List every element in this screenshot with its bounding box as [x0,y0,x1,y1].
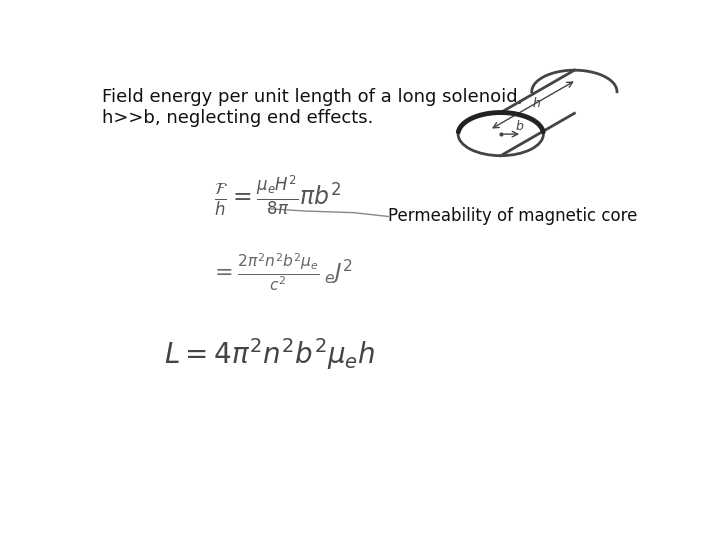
Text: Permeability of magnetic core: Permeability of magnetic core [388,207,638,226]
Text: Field energy per unit length of a long solenoid,
h>>b, neglecting end effects.: Field energy per unit length of a long s… [102,88,523,127]
Text: h: h [533,97,541,110]
Text: $= \frac{2\pi^2 n^2 b^2 \mu_e}{c^2}\,_{e}J^2$: $= \frac{2\pi^2 n^2 b^2 \mu_e}{c^2}\,_{e… [210,252,354,293]
Text: $\frac{\mathcal{F}}{h} = \frac{\mu_e H^2}{8\pi} \pi b^2$: $\frac{\mathcal{F}}{h} = \frac{\mu_e H^2… [214,173,341,218]
Text: b: b [516,120,523,133]
Text: $L = 4\pi^2 n^2 b^2 \mu_e h$: $L = 4\pi^2 n^2 b^2 \mu_e h$ [163,335,375,372]
